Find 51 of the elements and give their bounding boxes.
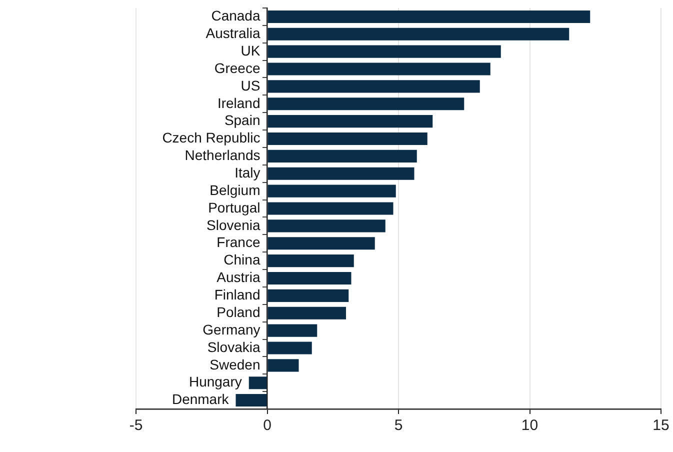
x-tick-label: 10 [521, 417, 538, 434]
bar [236, 394, 267, 407]
bar [268, 184, 396, 198]
bar [268, 62, 490, 76]
bar [268, 167, 414, 180]
y-tick-label: Belgium [210, 182, 260, 198]
x-tick-label: 0 [263, 417, 272, 434]
y-tick-label: Netherlands [184, 147, 260, 164]
y-tick-label: France [216, 234, 260, 250]
y-tick-label: Slovakia [207, 338, 260, 355]
y-tick-label: Spain [224, 112, 260, 128]
y-tick-label: Germany [202, 321, 260, 338]
bar [268, 359, 299, 372]
y-tick-label: Australia [206, 25, 260, 42]
bar [268, 80, 480, 93]
bar [268, 220, 386, 232]
bar [268, 289, 349, 302]
y-tick-label: Sweden [210, 356, 260, 372]
y-tick-label: Hungary [188, 374, 242, 390]
x-tick-label: 15 [652, 417, 670, 434]
bar [268, 132, 428, 146]
bar [268, 306, 346, 320]
y-tick-label: Ireland [217, 94, 260, 111]
y-tick-label: Portugal [208, 199, 260, 216]
y-tick-label: Canada [211, 8, 260, 24]
bar [248, 376, 267, 390]
x-tick-label: 5 [394, 417, 403, 434]
y-tick-label: Slovenia [206, 216, 260, 233]
bar [268, 45, 501, 58]
y-tick-label: Denmark [172, 391, 230, 408]
y-tick-label: Finland [214, 286, 260, 303]
y-tick-label: UK [240, 42, 261, 58]
bar [268, 254, 354, 268]
bar [268, 10, 590, 23]
bar [268, 237, 375, 250]
y-tick-label: Poland [216, 304, 260, 320]
bar [268, 115, 433, 128]
y-tick-label: Greece [214, 60, 260, 76]
y-tick-label: Austria [216, 269, 260, 286]
bar [268, 202, 394, 215]
y-tick-label: US [240, 77, 260, 94]
y-tick-label: China [224, 252, 260, 268]
y-tick-label: Czech Republic [162, 130, 260, 146]
bar [268, 324, 318, 337]
bar [268, 342, 312, 354]
bar [268, 98, 464, 110]
bar [268, 272, 352, 285]
y-tick-label: Italy [234, 164, 260, 180]
x-tick-label: -5 [129, 417, 143, 434]
bar [268, 28, 570, 40]
bar [268, 150, 417, 162]
